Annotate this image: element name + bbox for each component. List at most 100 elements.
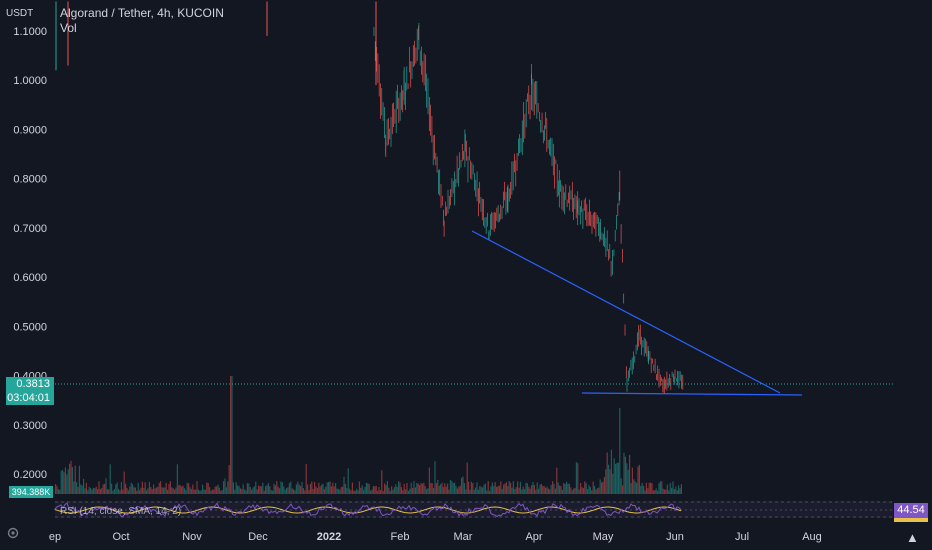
volume-bar xyxy=(514,489,516,494)
volume-bar xyxy=(213,489,215,494)
volume-bar xyxy=(70,460,72,494)
volume-bar xyxy=(368,483,370,494)
volume-bar xyxy=(125,483,127,494)
volume-bar xyxy=(321,484,323,494)
volume-bar xyxy=(423,482,425,494)
tradingview-logo-icon: ▲ xyxy=(906,530,919,545)
volume-bar xyxy=(666,484,668,494)
volume-bar xyxy=(435,483,437,494)
volume-bar xyxy=(528,486,530,494)
volume-bar xyxy=(501,489,503,494)
volume-bar xyxy=(286,488,288,494)
volume-bar xyxy=(388,487,390,494)
support-line[interactable] xyxy=(581,392,803,396)
volume-bar xyxy=(225,487,227,494)
volume-bar xyxy=(78,465,80,494)
volume-bar xyxy=(182,485,184,494)
volume-bar xyxy=(241,489,243,494)
volume-bar xyxy=(290,481,292,494)
volume-bar xyxy=(549,489,551,494)
volume-bar xyxy=(344,483,346,494)
volume-bar xyxy=(626,463,628,494)
time-tick-label: Feb xyxy=(391,531,410,543)
volume-bar xyxy=(657,490,659,494)
volume-bar xyxy=(524,489,526,494)
volume-bar xyxy=(477,489,479,494)
volume-bar xyxy=(210,490,212,494)
volume-bar xyxy=(651,483,653,494)
volume-bar xyxy=(630,483,632,494)
time-axis[interactable]: ep Oct Nov Dec 2022 Feb Mar Apr May Jun Jul Aug xyxy=(49,531,822,543)
volume-bar xyxy=(209,487,211,494)
volume-bar xyxy=(266,485,268,494)
volume-bar xyxy=(176,464,178,494)
volume-bar xyxy=(427,488,429,494)
volume-bar xyxy=(414,487,416,494)
volume-bar xyxy=(102,484,104,494)
volume-bar xyxy=(195,489,197,494)
volume-bar xyxy=(469,489,471,494)
volume-bar xyxy=(322,483,324,494)
volume-bar xyxy=(588,485,590,494)
volume-bar xyxy=(118,489,120,494)
price-axis[interactable]: 1.1000 1.0000 0.9000 0.8000 0.7000 0.6000 0.50… xyxy=(13,26,47,481)
volume-bar xyxy=(445,486,447,494)
volume-bar xyxy=(497,486,499,494)
volume-bar xyxy=(316,488,318,494)
volume-bar xyxy=(398,481,400,494)
volume-bar xyxy=(638,464,640,494)
volume-bar xyxy=(337,488,339,494)
volume-bar xyxy=(486,490,488,494)
volume-bar xyxy=(90,487,92,494)
volume-bar xyxy=(512,481,514,494)
volume-bar xyxy=(554,488,556,494)
volume-bar xyxy=(536,482,538,494)
volume-bar xyxy=(379,490,381,494)
volume-bar xyxy=(567,483,569,494)
volume-bar xyxy=(483,484,485,494)
volume-bar xyxy=(258,485,260,494)
volume-bar xyxy=(144,482,146,494)
volume-bar xyxy=(175,487,177,494)
time-tick-label: Nov xyxy=(182,531,202,543)
volume-bar xyxy=(370,490,372,494)
volume-bar xyxy=(137,483,139,494)
volume-bar xyxy=(87,490,89,494)
volume-bar xyxy=(190,489,192,494)
volume-bar xyxy=(662,488,664,494)
symbol-title[interactable]: Algorand / Tether, 4h, KUCOIN xyxy=(60,6,224,20)
volume-bar xyxy=(126,487,128,494)
gear-icon[interactable] xyxy=(6,526,20,540)
volume-bar xyxy=(553,483,555,494)
volume-bar xyxy=(584,481,586,494)
volume-bar xyxy=(343,476,345,494)
volume-bar xyxy=(155,487,157,494)
volume-bar xyxy=(270,490,272,494)
volume-bar xyxy=(658,483,660,494)
volume-bar xyxy=(304,490,306,494)
volume-bar xyxy=(571,490,573,494)
volume-bar xyxy=(654,490,656,494)
volume-bar xyxy=(574,488,576,494)
time-tick-label: ep xyxy=(49,531,61,543)
volume-bar xyxy=(396,487,398,494)
volume-bar xyxy=(339,489,341,494)
volume-bar xyxy=(679,488,681,494)
volume-bar xyxy=(539,484,541,494)
volume-bar xyxy=(277,486,279,494)
volume-bar xyxy=(281,482,283,494)
volume-label[interactable]: Vol xyxy=(60,21,77,35)
volume-bar xyxy=(550,485,552,494)
volume-bar xyxy=(493,485,495,494)
volume-bar xyxy=(580,482,582,494)
volume-bar xyxy=(591,490,593,494)
trendline[interactable] xyxy=(471,230,781,394)
rsi-label[interactable]: RSI (14, close, SMA, 14, 2) xyxy=(60,506,182,517)
volume-bar xyxy=(238,485,240,494)
volume-bar xyxy=(115,484,117,494)
volume-bar xyxy=(364,487,366,494)
volume-bar xyxy=(676,490,678,494)
volume-bar xyxy=(652,490,654,494)
volume-bar xyxy=(140,487,142,494)
